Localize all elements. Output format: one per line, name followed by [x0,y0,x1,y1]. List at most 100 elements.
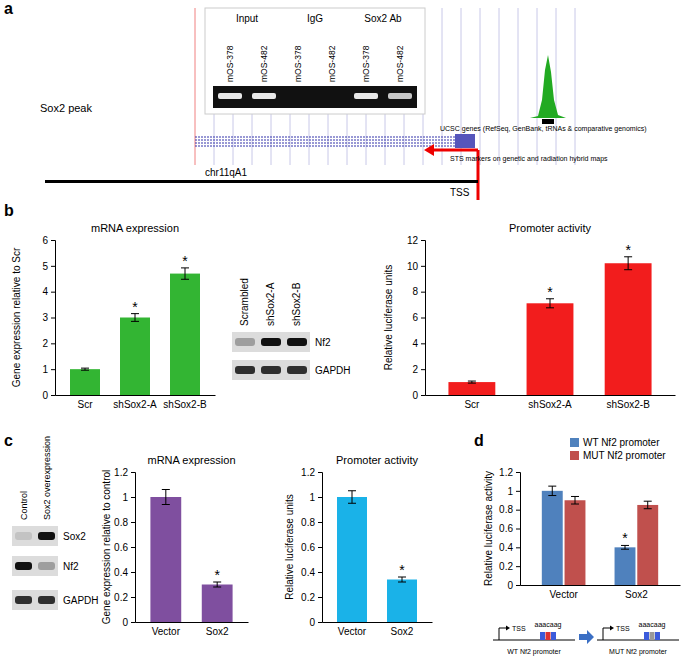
gel-lane-label: mOS-378 [293,45,303,82]
gel-lane-label: mOS-482 [395,45,405,82]
site-box [644,632,649,640]
x-tick-label: shSox2-A [528,399,572,410]
y-tick: 1 [122,492,135,503]
y-tick-mark [421,240,425,241]
y-tick-label: 1.2 [499,467,513,478]
gel-lane-label: mOS-482 [259,45,269,82]
y-tick-label: 0.8 [499,504,513,515]
y-tick-mark [516,566,520,567]
significance: * [547,284,553,300]
error-cap [81,368,89,369]
gel-frame [205,8,425,114]
x-tick: Sox2 [625,589,648,600]
error-bar [550,299,551,308]
y-tick-label: 4 [42,286,48,297]
tss-label: TSS [616,625,630,632]
y-axis: 00.20.40.60.811.2 [499,467,520,591]
y-tick-mark [131,622,135,623]
y-tick-label: 2 [412,364,418,375]
x-tick-label: Scr [78,399,94,410]
y-tick: 0 [412,390,425,401]
y-tick-mark [51,318,55,319]
error-cap [131,321,139,322]
significance: * [182,253,188,269]
bar [202,585,233,623]
y-axis-title: Relative luciferase activity [483,471,494,586]
y-axis-title: Relative luciferase units [284,494,295,600]
sequence: aaacaag [535,621,562,629]
y-tick: 1 [42,364,55,375]
tss-arrowhead [424,144,434,156]
blot-band [38,532,55,540]
y-tick: 1.2 [301,467,322,478]
error-cap [571,504,579,505]
y-axis-line [318,473,323,623]
panel-letter: a [4,0,13,17]
chromosome [45,180,478,183]
y-tick-label: 0.6 [114,542,128,553]
y-tick-mark [516,510,520,511]
blot-row-label: Nf2 [63,561,79,572]
error-cap [644,508,652,509]
y-tick-label: 8 [412,286,418,297]
y-tick-label: 0.4 [499,542,513,553]
y-tick: 0 [507,580,520,591]
tss-arrow [432,149,478,152]
chart-title: mRNA expression [91,222,179,234]
x-tick-label: Vector [152,626,181,637]
gel [213,86,417,108]
y-axis-line [516,473,521,586]
y-tick-label: 1 [42,364,48,375]
gene-line [195,137,470,138]
sequence: aaacaag [639,621,666,629]
construct-label: WT Nf2 promoter [507,648,561,656]
x-tick: Vector [152,626,181,637]
y-tick-mark [131,472,135,473]
y-tick: 12 [407,235,425,246]
bar [120,318,150,396]
bar [70,369,100,395]
bar [150,497,181,622]
chromosome-label: chr11qA1 [205,167,248,178]
y-axis-title: Gene expression relative to Scr [11,247,22,387]
significance: * [622,530,628,546]
y-axis: 00.20.40.60.811.2 [114,467,135,628]
y-tick-label: 0.2 [301,592,315,603]
x-tick-label: shSox2-B [163,399,207,410]
promoter-diagram: TSSaaacaagWT Nf2 promoterTSSaaacaagMUT N… [493,621,679,656]
chart-title: mRNA expression [147,454,235,466]
blot-row-label: Nf2 [315,337,331,348]
y-tick-label: 2 [42,338,48,349]
y-tick: 10 [407,261,425,272]
y-tick: 1.2 [499,467,520,478]
blot-lane-label: shSox2-A [265,282,276,326]
x-tick: shSox2-A [528,399,572,410]
y-tick-mark [131,547,135,548]
error-cap [468,381,476,382]
y-tick-mark [51,369,55,370]
browser-gridline [499,8,500,165]
blot-lane-label: shSox2-B [291,282,302,326]
browser-gridline [480,8,481,165]
y-tick-mark [51,240,55,241]
track-name: UCSC genes (RefSeq, GenBank, tRNAs & com… [440,125,647,133]
error-cap [162,489,170,490]
site-box [650,632,655,640]
significance: * [132,299,138,315]
y-tick: 0.2 [301,592,322,603]
y-tick-label: 4 [412,338,418,349]
y-tick-label: 3 [42,312,48,323]
chart-title: Promoter activity [509,222,591,234]
x-axis: VectorSox2 [323,623,433,638]
y-tick-mark [421,369,425,370]
error-bar [135,314,136,322]
x-axis-line [426,395,676,396]
error-cap [624,269,632,270]
blot-strip [12,526,58,546]
y-axis-line [131,473,136,623]
gel-lane-label: mOS-378 [225,45,235,82]
error-bar [165,490,166,505]
y-tick: 0 [309,617,322,628]
y-tick-mark [421,343,425,344]
panel-letter: b [4,202,14,219]
